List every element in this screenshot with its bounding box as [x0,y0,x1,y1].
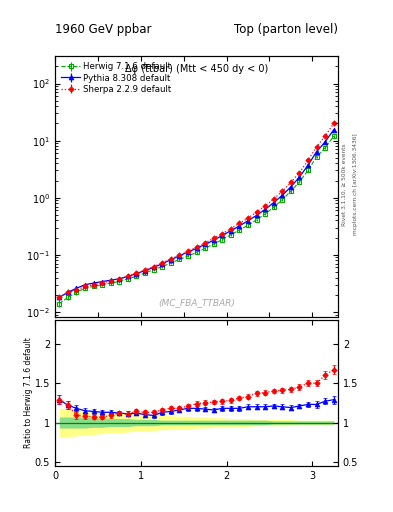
Text: mcplots.cern.ch [arXiv:1306.3436]: mcplots.cern.ch [arXiv:1306.3436] [353,134,358,235]
Legend: Herwig 7.1.6 default, Pythia 8.308 default, Sherpa 2.2.9 default: Herwig 7.1.6 default, Pythia 8.308 defau… [59,60,173,95]
Y-axis label: Ratio to Herwig 7.1.6 default: Ratio to Herwig 7.1.6 default [24,337,33,449]
Text: 1960 GeV ppbar: 1960 GeV ppbar [55,23,152,36]
Text: Δφ (t̅tbar) (Mtt < 450 dy < 0): Δφ (t̅tbar) (Mtt < 450 dy < 0) [125,64,268,74]
Text: (MC_FBA_TTBAR): (MC_FBA_TTBAR) [158,298,235,307]
Text: Rivet 3.1.10, ≥ 500k events: Rivet 3.1.10, ≥ 500k events [342,143,346,226]
Text: Top (parton level): Top (parton level) [234,23,338,36]
